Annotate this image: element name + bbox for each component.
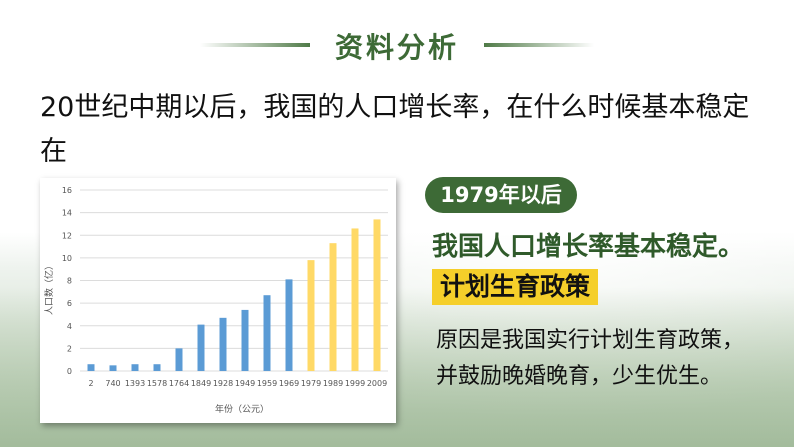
y-tick-label: 4 [67,322,72,331]
x-axis-label: 年份（公元） [215,403,269,415]
reason-line-1: 原因是我国实行计划生育政策， [436,328,745,353]
period-badge: 1979年以后 [425,177,577,213]
x-tick-label: 1989 [323,379,343,388]
x-tick-label: 1979 [301,379,321,388]
x-tick-label: 1764 [169,379,189,388]
y-tick-label: 10 [62,254,72,263]
y-axis-label: 人口数（亿） [43,261,55,315]
bar [197,324,205,371]
reason-line-2: 并鼓励晚婚晚育，少生优生。 [436,364,723,389]
y-tick-label: 2 [67,344,72,353]
y-tick-label: 0 [67,367,72,376]
section-title: 资料分析 [334,31,459,64]
bar [351,228,359,371]
bar [87,364,95,371]
x-tick-label: 1969 [279,379,299,388]
bar [241,309,249,371]
bar [131,364,139,371]
x-tick-label: 2 [88,379,93,388]
question-line-1: 20世纪中期以后，我国的人口增长率，在什么时候基本稳定在 [40,92,750,167]
x-tick-label: 1959 [257,379,277,388]
bar [307,260,315,371]
bar [109,365,117,371]
header-divider-left [200,43,310,47]
x-tick-label: 1949 [235,379,255,388]
header-divider-right [484,43,594,47]
bar [219,317,227,371]
x-tick-label: 1928 [213,379,233,388]
x-tick-label: 740 [105,379,120,388]
x-tick-label: 2009 [367,379,387,388]
y-tick-label: 14 [62,209,72,218]
y-tick-label: 12 [62,231,72,240]
policy-highlight: 计划生育政策 [432,269,599,305]
y-tick-label: 16 [62,186,72,195]
y-tick-label: 6 [67,299,72,308]
bar [329,243,337,371]
x-tick-label: 1999 [345,379,365,388]
bar [263,295,271,371]
section-header: 资料分析 [0,22,794,66]
bar [175,348,183,371]
population-chart-card: 0 2 4 6 8 10 12 14 16 2 740 1393 1578 1764 1849 1928 19… [40,178,396,423]
conclusion-text: 我国人口增长率基本稳定。 [432,232,745,262]
x-tick-label: 1578 [147,379,167,388]
x-tick-label: 1849 [191,379,211,388]
bar [153,364,161,371]
bar [285,279,293,371]
x-tick-label: 1393 [125,379,145,388]
bar [373,219,381,371]
y-tick-label: 8 [67,277,72,286]
reason-text: 原因是我国实行计划生育政策， 并鼓励晚婚晚育，少生优生。 [436,323,776,395]
